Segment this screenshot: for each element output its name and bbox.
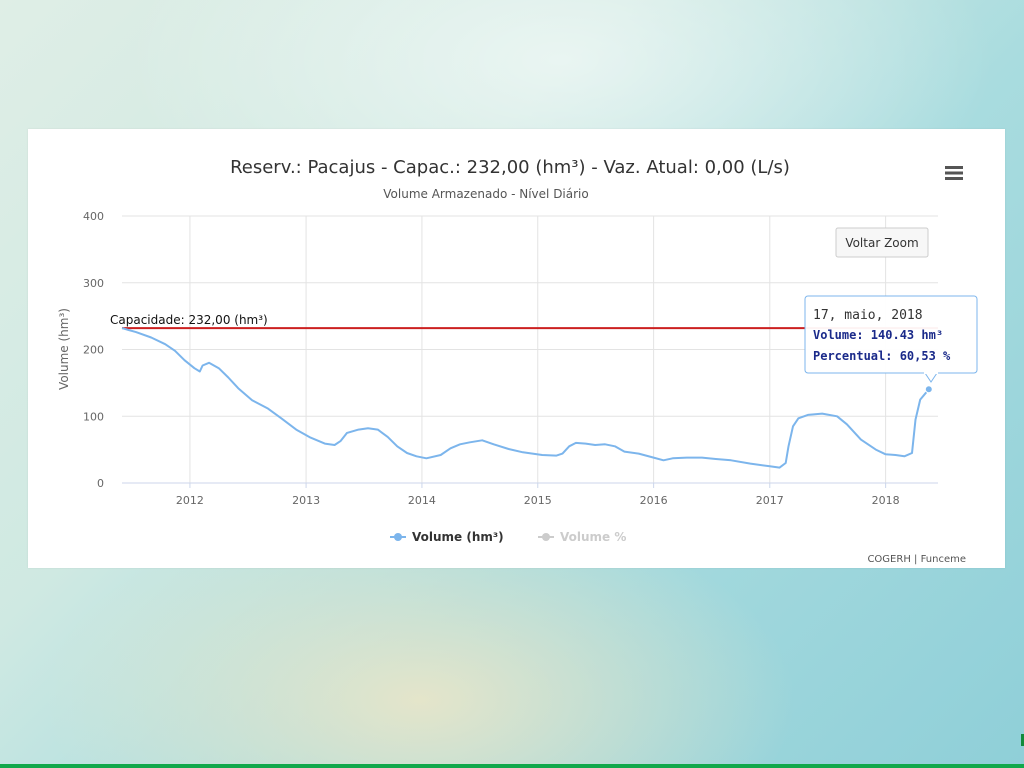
y-axis-label: Volume (hm³) bbox=[57, 308, 71, 390]
hamburger-menu-icon bbox=[945, 166, 963, 180]
legend: Volume (hm³) Volume % bbox=[390, 530, 626, 544]
reset-zoom-bg bbox=[835, 227, 929, 258]
chart-subtitle: Volume Armazenado - Nível Diário bbox=[383, 187, 588, 201]
x-tick-label: 2013 bbox=[292, 494, 320, 507]
x-tick-label: 2015 bbox=[524, 494, 552, 507]
x-tick-label: 2014 bbox=[408, 494, 436, 507]
chart-title: Reserv.: Pacajus - Capac.: 232,00 (hm³) … bbox=[230, 157, 790, 178]
legend-label: Volume (hm³) bbox=[412, 530, 504, 544]
menu-button[interactable] bbox=[943, 163, 965, 183]
x-axis-ticks: 2012 2013 2014 2015 2016 2017 2018 bbox=[176, 494, 900, 507]
reset-zoom-label: Voltar Zoom bbox=[845, 236, 918, 250]
legend-label: Volume % bbox=[560, 530, 626, 544]
tooltip-percent: Percentual: 60,53 % bbox=[813, 349, 951, 363]
tooltip-box bbox=[804, 295, 978, 374]
credits[interactable]: COGERH | Funceme bbox=[867, 554, 966, 565]
x-tick-label: 2018 bbox=[872, 494, 900, 507]
y-axis-ticks: 0 100 200 300 400 bbox=[83, 210, 104, 490]
y-tick-label: 300 bbox=[83, 277, 104, 290]
volume-chart: Reserv.: Pacajus - Capac.: 232,00 (hm³) … bbox=[57, 157, 978, 565]
x-tick-label: 2016 bbox=[640, 494, 668, 507]
legend-item-volume[interactable]: Volume (hm³) bbox=[390, 530, 504, 544]
x-tick-label: 2012 bbox=[176, 494, 204, 507]
tooltip-volume: Volume: 140.43 hm³ bbox=[813, 328, 943, 342]
y-tick-label: 200 bbox=[83, 344, 104, 357]
bottom-accent-bar bbox=[0, 764, 1024, 768]
edge-marker bbox=[1021, 734, 1024, 746]
capacity-label: Capacidade: 232,00 (hm³) bbox=[110, 313, 268, 327]
legend-symbol-marker bbox=[542, 533, 550, 541]
y-tick-label: 100 bbox=[83, 410, 104, 423]
chart-card: Reserv.: Pacajus - Capac.: 232,00 (hm³) … bbox=[28, 129, 1005, 568]
capacity-plot-line: Capacidade: 232,00 (hm³) bbox=[110, 313, 938, 330]
reset-zoom-button[interactable]: Voltar Zoom bbox=[835, 227, 929, 258]
tooltip-date: 17, maio, 2018 bbox=[813, 308, 923, 323]
hover-point-marker bbox=[924, 385, 933, 394]
tooltip-pointer bbox=[924, 372, 938, 383]
y-tick-label: 0 bbox=[97, 477, 104, 490]
legend-item-volume-percent[interactable]: Volume % bbox=[538, 530, 626, 544]
series-line-volume bbox=[121, 327, 930, 469]
x-tick-label: 2017 bbox=[756, 494, 784, 507]
series bbox=[121, 327, 933, 469]
tooltip: 17, maio, 2018 Volume: 140.43 hm³ Percen… bbox=[804, 295, 978, 383]
legend-symbol-marker bbox=[394, 533, 402, 541]
y-tick-label: 400 bbox=[83, 210, 104, 223]
